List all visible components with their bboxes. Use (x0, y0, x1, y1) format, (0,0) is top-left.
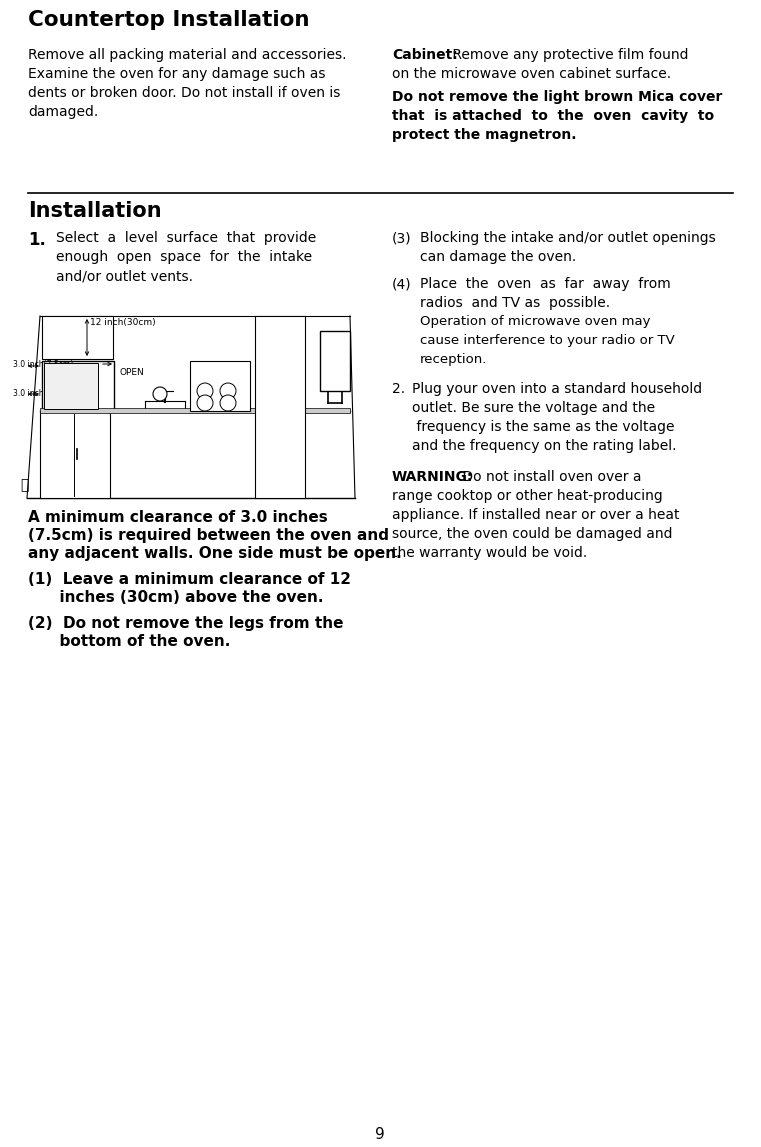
Text: can damage the oven.: can damage the oven. (420, 250, 576, 264)
Bar (42, 361, 114, 411)
Text: Do not install oven over a: Do not install oven over a (458, 470, 642, 484)
Text: (2)  Do not remove the legs from the: (2) Do not remove the legs from the (28, 616, 343, 631)
Text: that  is attached  to  the  oven  cavity  to: that is attached to the oven cavity to (392, 109, 714, 123)
Text: 3.0 inch(7.5cm): 3.0 inch(7.5cm) (13, 389, 73, 398)
Text: Select  a  level  surface  that  provide: Select a level surface that provide (56, 231, 317, 245)
Text: (3): (3) (392, 231, 412, 245)
Text: radios  and TV as  possible.: radios and TV as possible. (420, 296, 610, 310)
Text: Blocking the intake and/or outlet openings: Blocking the intake and/or outlet openin… (420, 231, 716, 245)
Text: the warranty would be void.: the warranty would be void. (392, 546, 587, 560)
Text: and/or outlet vents.: and/or outlet vents. (56, 270, 193, 283)
Circle shape (197, 383, 213, 399)
Text: enough  open  space  for  the  intake: enough open space for the intake (56, 250, 312, 264)
Bar (40, 411, 110, 498)
Text: reception.: reception. (420, 353, 487, 366)
Text: cause interference to your radio or TV: cause interference to your radio or TV (420, 334, 675, 348)
Text: frequency is the same as the voltage: frequency is the same as the voltage (412, 420, 674, 434)
Text: appliance. If installed near or over a heat: appliance. If installed near or over a h… (392, 508, 680, 522)
Text: 9: 9 (375, 1128, 385, 1142)
Text: bottom of the oven.: bottom of the oven. (28, 634, 231, 649)
Bar (44, 362, 98, 409)
Text: on the microwave oven cabinet surface.: on the microwave oven cabinet surface. (392, 67, 671, 81)
Bar (255, 317, 305, 498)
Text: range cooktop or other heat-producing: range cooktop or other heat-producing (392, 489, 663, 504)
Text: Remove all packing material and accessories.: Remove all packing material and accessor… (28, 48, 346, 62)
Text: Remove any protective film found: Remove any protective film found (448, 48, 689, 62)
Text: outlet. Be sure the voltage and the: outlet. Be sure the voltage and the (412, 401, 655, 415)
Text: Do not remove the light brown Mica cover: Do not remove the light brown Mica cover (392, 89, 722, 104)
Bar (190, 361, 250, 411)
Text: protect the magnetron.: protect the magnetron. (392, 128, 577, 142)
Text: source, the oven could be damaged and: source, the oven could be damaged and (392, 526, 673, 541)
Text: (1)  Leave a minimum clearance of 12: (1) Leave a minimum clearance of 12 (28, 572, 351, 587)
Text: any adjacent walls. One side must be open.: any adjacent walls. One side must be ope… (28, 546, 402, 561)
Text: A minimum clearance of 3.0 inches: A minimum clearance of 3.0 inches (28, 510, 328, 525)
Circle shape (220, 383, 236, 399)
Circle shape (197, 395, 213, 411)
Text: dents or broken door. Do not install if oven is: dents or broken door. Do not install if … (28, 86, 340, 100)
Text: Place  the  oven  as  far  away  from: Place the oven as far away from (420, 276, 670, 291)
Text: 3.0 inch(7.5cm): 3.0 inch(7.5cm) (13, 360, 73, 369)
Text: ⎍: ⎍ (20, 478, 28, 492)
Text: (4): (4) (392, 276, 412, 291)
Text: OPEN: OPEN (120, 368, 145, 377)
Text: WARNING:: WARNING: (392, 470, 473, 484)
Text: Installation: Installation (28, 201, 161, 221)
Text: Countertop Installation: Countertop Installation (28, 10, 310, 30)
Text: Plug your oven into a standard household: Plug your oven into a standard household (412, 382, 702, 396)
Circle shape (153, 387, 167, 401)
Bar (320, 331, 350, 391)
Text: Cabinet:: Cabinet: (392, 48, 458, 62)
Text: (7.5cm) is required between the oven and: (7.5cm) is required between the oven and (28, 528, 389, 543)
Bar (40, 408, 350, 413)
Text: damaged.: damaged. (28, 106, 98, 119)
Text: and the frequency on the rating label.: and the frequency on the rating label. (412, 439, 677, 453)
Bar (42, 317, 113, 359)
Text: 2.: 2. (392, 382, 405, 396)
Text: Operation of microwave oven may: Operation of microwave oven may (420, 315, 651, 328)
Text: inches (30cm) above the oven.: inches (30cm) above the oven. (28, 590, 323, 604)
Text: Examine the oven for any damage such as: Examine the oven for any damage such as (28, 67, 326, 81)
Text: 12 inch(30cm): 12 inch(30cm) (90, 318, 156, 327)
Text: 1.: 1. (28, 231, 46, 249)
Circle shape (220, 395, 236, 411)
